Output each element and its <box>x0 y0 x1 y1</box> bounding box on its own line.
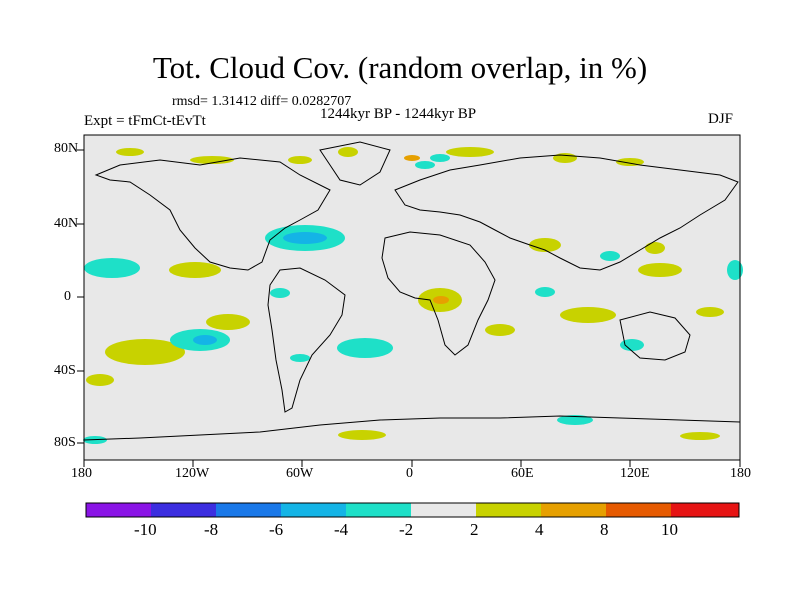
lat-label-40s: 40S <box>54 363 76 378</box>
patch-positive <box>338 147 358 157</box>
coast-greenland <box>319 141 391 186</box>
patch-positive <box>116 148 144 156</box>
lat-label-80s: 80S <box>54 435 76 450</box>
patch-positive <box>105 339 185 365</box>
patch-positive <box>680 432 720 440</box>
patch-negative <box>270 288 290 298</box>
patch-positive <box>206 314 250 330</box>
patch-negative <box>290 354 310 362</box>
lon-label-120e: 120E <box>620 466 650 481</box>
colorbar-label: -8 <box>204 520 219 539</box>
patch-positive <box>169 262 221 278</box>
coast-antarctica <box>83 415 741 441</box>
lon-label-120w: 120W <box>175 466 210 481</box>
patch-positive <box>485 324 515 336</box>
patch-negative <box>415 161 435 169</box>
colorbar-label: -10 <box>134 520 157 539</box>
patch-positive <box>529 238 561 252</box>
patch-negative-strong <box>283 232 327 244</box>
coastlines <box>83 141 741 441</box>
patch-positive <box>288 156 312 164</box>
patch-negative <box>84 258 140 278</box>
colorbar-swatch <box>151 503 216 517</box>
colorbar-swatch <box>411 503 476 517</box>
patch-positive <box>338 430 386 440</box>
coast-australia <box>619 311 691 361</box>
colorbar-swatch <box>216 503 281 517</box>
patch-positive <box>560 307 616 323</box>
lon-label-180w: 180 <box>71 466 92 481</box>
coast-north-america <box>94 157 331 271</box>
lon-label-60w: 60W <box>286 466 314 481</box>
colorbar-label: -4 <box>334 520 349 539</box>
stats-text: rmsd= 1.31412 diff= 0.0282707 <box>172 94 352 109</box>
patch-positive-strong <box>404 155 420 161</box>
colorbar-swatch <box>541 503 606 517</box>
patch-negative <box>620 339 644 351</box>
patch-positive <box>446 147 494 157</box>
patch-positive <box>553 153 577 163</box>
patch-positive <box>696 307 724 317</box>
colorbar-swatch <box>671 503 739 517</box>
colorbar-swatch <box>346 503 411 517</box>
colorbar <box>85 502 740 518</box>
colorbar-swatch <box>86 503 151 517</box>
chart-title: Tot. Cloud Cov. (random overlap, in %) <box>152 50 648 85</box>
patch-negative <box>600 251 620 261</box>
patch-positive-strong <box>433 296 449 304</box>
patch-positive <box>86 374 114 386</box>
patch-negative <box>535 287 555 297</box>
colorbar-label: 10 <box>661 520 678 539</box>
lat-label-80n: 80N <box>54 141 79 156</box>
colorbar-swatch <box>606 503 671 517</box>
lat-label-0: 0 <box>64 289 71 304</box>
colorbar-label: -6 <box>269 520 284 539</box>
patch-negative <box>557 415 593 425</box>
lon-label-180e: 180 <box>730 466 751 481</box>
axis-ticks <box>77 149 741 467</box>
patch-positive <box>638 263 682 277</box>
experiment-label: Expt = tFmCt-tEvTt <box>84 113 206 129</box>
colorbar-swatch <box>476 503 541 517</box>
colorbar-border <box>85 502 740 518</box>
patch-negative <box>727 260 743 280</box>
lat-label-40n: 40N <box>54 216 79 231</box>
coast-africa <box>381 231 496 356</box>
colorbar-label: 2 <box>470 520 479 539</box>
map-background <box>84 135 740 460</box>
patch-negative <box>337 338 393 358</box>
coast-south-america <box>267 267 346 413</box>
patch-negative <box>430 154 450 162</box>
colorbar-label: 4 <box>535 520 544 539</box>
colorbar-label: -2 <box>399 520 414 539</box>
season-label: DJF <box>708 111 734 127</box>
lon-label-60e: 60E <box>511 466 534 481</box>
colorbar-swatch <box>281 503 346 517</box>
anomaly-patches <box>83 147 743 444</box>
patch-positive <box>645 242 665 254</box>
lon-label-0: 0 <box>406 466 413 481</box>
coast-eurasia <box>394 154 739 271</box>
colorbar-label: 8 <box>600 520 609 539</box>
patch-negative-strong <box>193 335 217 345</box>
patch-positive <box>190 156 234 164</box>
period-text: 1244kyr BP - 1244kyr BP <box>320 106 477 122</box>
